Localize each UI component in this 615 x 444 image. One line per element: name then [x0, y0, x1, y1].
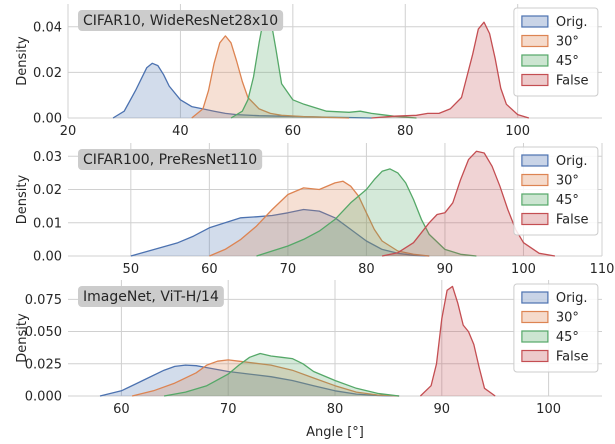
x-tick-label: 50: [123, 262, 140, 277]
legend-label: False: [556, 350, 589, 365]
panel-title-text: ImageNet, ViT-H/14: [83, 289, 219, 305]
y-tick-label: 0.01: [33, 216, 62, 231]
legend-swatch: [521, 34, 549, 48]
panel-title: ImageNet, ViT-H/14: [78, 286, 224, 307]
series-fill-1: [130, 209, 430, 256]
legend-label: 45°: [556, 193, 579, 208]
legend-swatch: [521, 349, 549, 363]
y-tick-label: 0.02: [33, 183, 62, 198]
y-tick-label: 0.00: [33, 112, 62, 127]
series-fill-3: [256, 168, 477, 256]
legend-swatch: [521, 73, 549, 87]
y-tick-label: 0.050: [25, 325, 62, 340]
legend-swatch: [521, 310, 549, 324]
x-tick-label: 100: [505, 124, 530, 139]
x-tick-label: 90: [434, 402, 451, 417]
legend-label: Orig.: [556, 291, 588, 306]
panel-title-box: [78, 10, 284, 31]
legend-swatch: [521, 154, 549, 167]
legend-swatch: [521, 173, 549, 187]
y-tick-label: 0.075: [25, 293, 62, 308]
legend-label: False: [556, 74, 589, 89]
series-fill-3: [164, 353, 400, 396]
x-tick-label: 100: [536, 402, 561, 417]
legend-swatch: [521, 54, 549, 67]
x-tick-label: 100: [511, 262, 536, 277]
x-tick-label: 60: [201, 262, 218, 277]
legend-swatch: [521, 212, 549, 226]
panel-3: 60 70 80 90 100 0.000 0.025 0.050 0.075 Density Im…: [15, 280, 602, 417]
legend: Orig. 30° 45° False: [513, 7, 599, 97]
series-fill-4: [371, 22, 529, 119]
legend-label: False: [556, 213, 589, 228]
series-fill-1: [113, 63, 372, 118]
y-tick-label: 0.03: [33, 150, 62, 165]
series-line-3: [256, 168, 477, 257]
x-tick-label: 80: [327, 402, 344, 417]
series-line-3: [230, 12, 417, 119]
legend-swatch: [521, 193, 549, 206]
x-tick-label: 70: [280, 262, 297, 277]
panel-title-text: CIFAR10, WideResNet28x10: [83, 13, 278, 29]
legend-swatch: [521, 330, 549, 343]
panel-title-box: [78, 286, 224, 307]
series-line-4: [419, 285, 496, 397]
x-tick-label: 60: [113, 402, 130, 417]
x-axis-label: Angle [°]: [306, 425, 364, 440]
x-tick-label: 80: [358, 262, 375, 277]
x-tick-label: 60: [285, 124, 302, 139]
series-line-2: [209, 180, 430, 257]
y-tick-label: 0.02: [33, 66, 62, 81]
y-axis-label: Density: [15, 174, 30, 224]
legend-label: 45°: [556, 330, 579, 345]
panel-title: CIFAR10, WideResNet28x10: [78, 10, 284, 31]
y-axis-label: Density: [15, 313, 30, 363]
series-fill-2: [209, 181, 430, 256]
panel-title-text: CIFAR100, PreResNet110: [83, 152, 257, 168]
x-tick-label: 80: [397, 124, 414, 139]
series-fill-2: [132, 359, 400, 396]
y-tick-label: 0.04: [33, 20, 62, 35]
legend-swatch: [521, 291, 549, 304]
series-line-4: [371, 21, 530, 119]
panel-title: CIFAR100, PreResNet110: [78, 149, 263, 170]
legend-label: 30°: [556, 311, 579, 326]
y-tick-label: 0.00: [33, 250, 62, 265]
x-tick-label: 40: [172, 124, 189, 139]
legend: Orig. 30° 45° False: [513, 283, 599, 373]
series-line-1: [99, 364, 400, 397]
panel-title-box: [78, 149, 263, 170]
series-fill-4: [420, 286, 496, 396]
legend-label: 30°: [556, 35, 579, 50]
series-fill-3: [231, 13, 417, 119]
legend-swatch: [521, 15, 549, 28]
y-tick-label: 0.025: [25, 357, 62, 372]
legend-label: 45°: [556, 54, 579, 69]
x-tick-label: 20: [60, 124, 77, 139]
series-line-3: [163, 352, 400, 397]
legend-label: Orig.: [556, 154, 588, 169]
y-tick-label: 0.000: [25, 390, 62, 405]
series-line-1: [130, 208, 430, 257]
x-tick-label: 90: [437, 262, 454, 277]
x-tick-label: 110: [590, 262, 615, 277]
series-fill-2: [191, 35, 350, 118]
y-axis-label: Density: [15, 36, 30, 86]
legend-label: Orig.: [556, 15, 588, 30]
series-line-2: [191, 35, 350, 119]
legend: Orig. 30° 45° False: [513, 146, 599, 236]
legend-label: 30°: [556, 174, 579, 189]
series-fill-4: [382, 151, 555, 256]
x-tick-label: 70: [220, 402, 237, 417]
